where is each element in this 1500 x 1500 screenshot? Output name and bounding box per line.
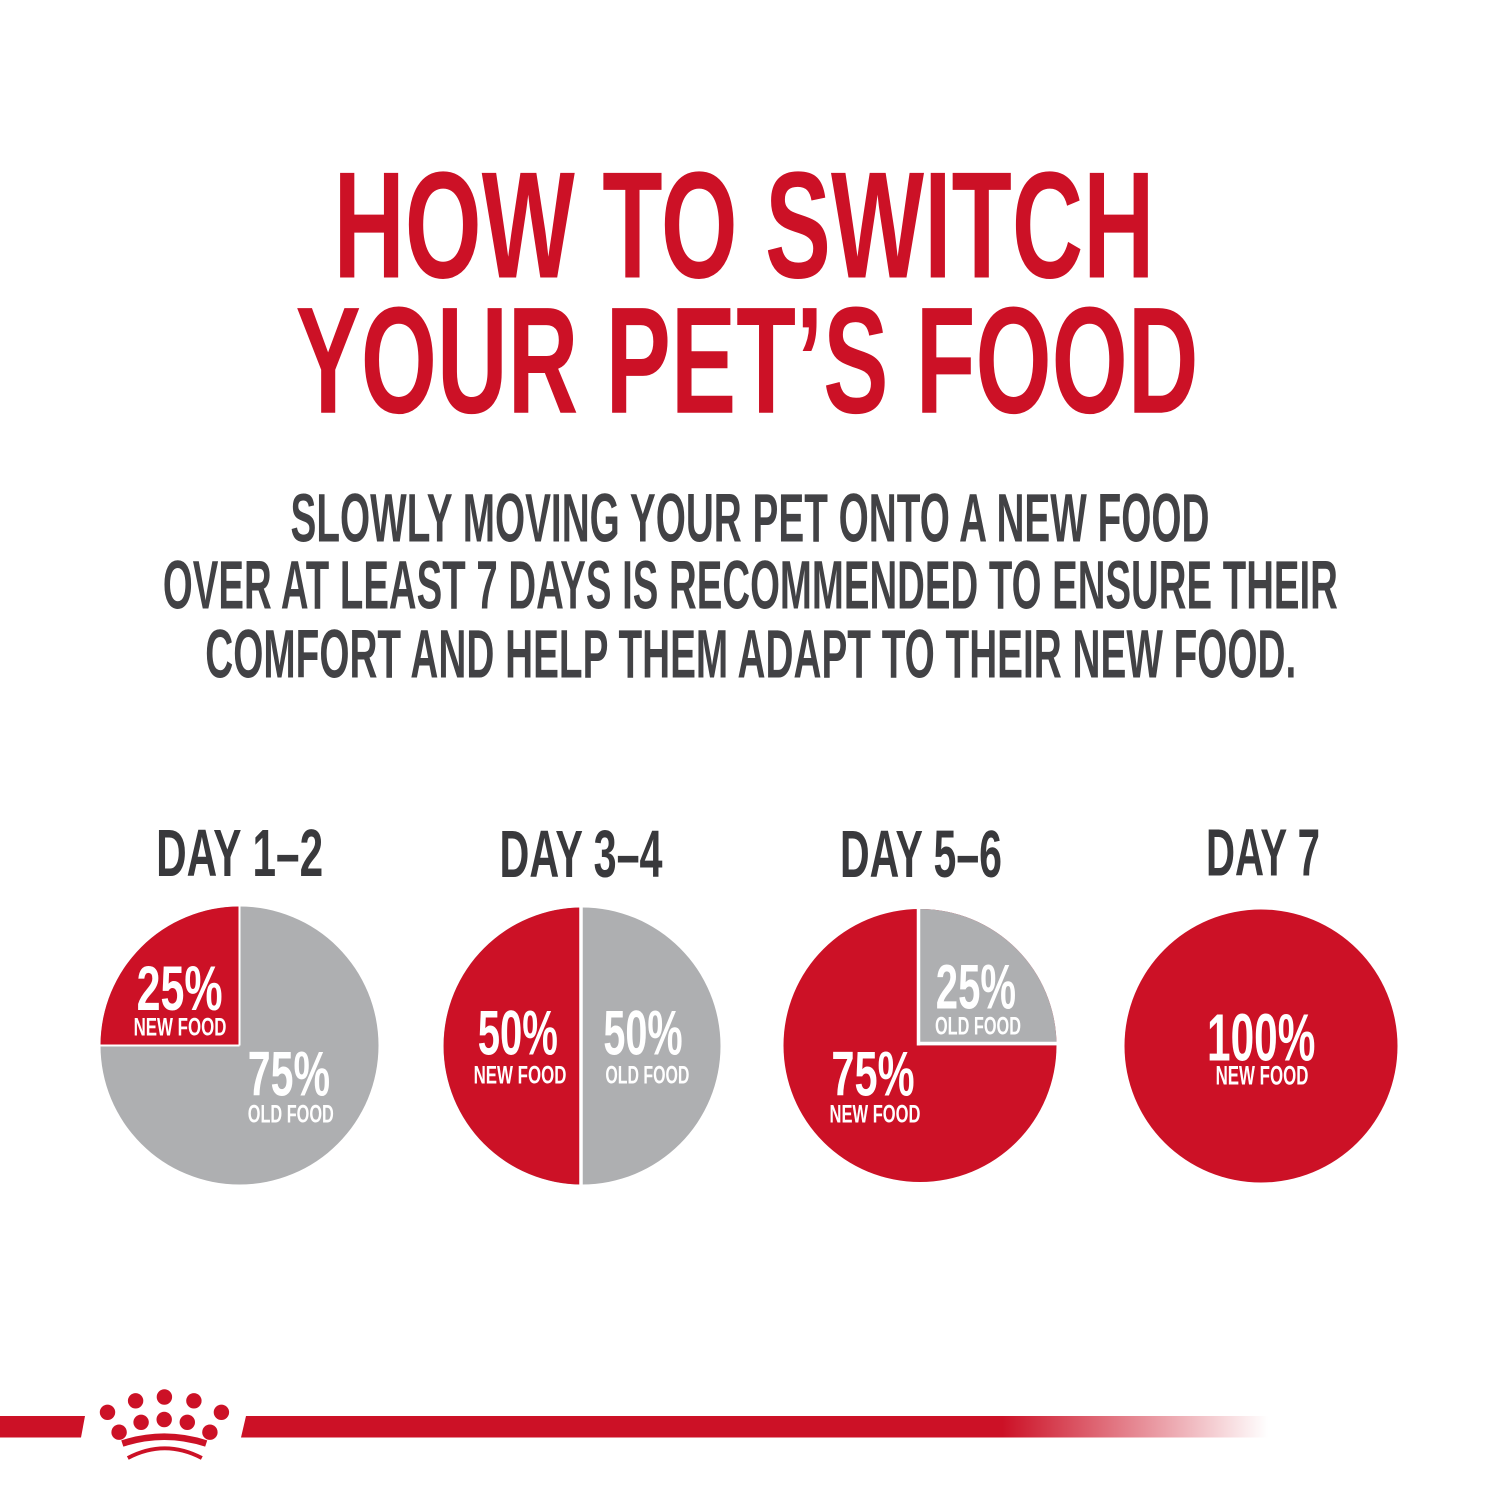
svg-text:HOW TO SWITCH: HOW TO SWITCH [334, 141, 1155, 311]
svg-text:OLD FOOD: OLD FOOD [605, 1062, 689, 1090]
svg-text:SLOWLY MOVING YOUR PET ONTO A: SLOWLY MOVING YOUR PET ONTO A NEW FOOD [291, 480, 1210, 557]
svg-text:NEW FOOD: NEW FOOD [830, 1100, 921, 1128]
svg-text:50%: 50% [603, 999, 682, 1069]
svg-text:50%: 50% [478, 999, 558, 1069]
svg-text:75%: 75% [248, 1039, 330, 1109]
svg-text:DAY 5–6: DAY 5–6 [840, 818, 1002, 892]
svg-text:NEW FOOD: NEW FOOD [1216, 1061, 1309, 1091]
svg-text:NEW FOOD: NEW FOOD [134, 1013, 227, 1041]
svg-text:OLD FOOD: OLD FOOD [935, 1012, 1021, 1040]
svg-text:OLD FOOD: OLD FOOD [248, 1100, 334, 1128]
svg-text:25%: 25% [137, 954, 223, 1024]
svg-text:YOUR PET’S FOOD: YOUR PET’S FOOD [296, 276, 1199, 446]
svg-text:DAY 7: DAY 7 [1206, 817, 1320, 891]
svg-text:COMFORT AND HELP THEM ADAPT TO: COMFORT AND HELP THEM ADAPT TO THEIR NEW… [205, 616, 1296, 693]
svg-text:OVER AT LEAST 7 DAYS IS RECOMM: OVER AT LEAST 7 DAYS IS RECOMMENDED TO E… [163, 546, 1338, 623]
svg-text:DAY 3–4: DAY 3–4 [500, 818, 663, 892]
svg-text:NEW FOOD: NEW FOOD [474, 1062, 567, 1090]
svg-text:DAY 1–2: DAY 1–2 [156, 817, 323, 891]
svg-text:75%: 75% [831, 1039, 914, 1109]
svg-text:100%: 100% [1207, 1001, 1315, 1076]
svg-text:25%: 25% [936, 952, 1016, 1022]
